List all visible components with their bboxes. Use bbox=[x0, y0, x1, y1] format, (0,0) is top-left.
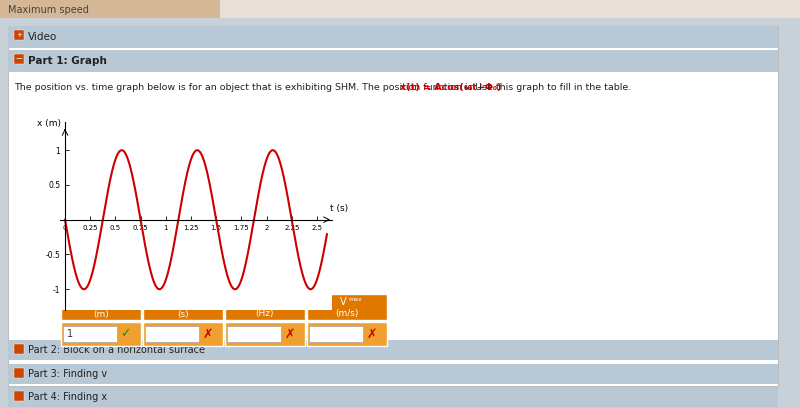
FancyBboxPatch shape bbox=[14, 344, 24, 354]
Text: (Hz): (Hz) bbox=[256, 309, 274, 318]
FancyBboxPatch shape bbox=[14, 391, 24, 401]
Text: t (s): t (s) bbox=[330, 204, 348, 213]
Text: . Use this graph to fill in the table.: . Use this graph to fill in the table. bbox=[469, 83, 631, 92]
Text: Part 4: Finding x: Part 4: Finding x bbox=[28, 392, 107, 402]
Text: (m): (m) bbox=[93, 310, 109, 319]
FancyBboxPatch shape bbox=[8, 26, 778, 386]
FancyBboxPatch shape bbox=[61, 294, 141, 320]
FancyBboxPatch shape bbox=[8, 340, 778, 360]
Text: Part 1: Graph: Part 1: Graph bbox=[28, 56, 107, 66]
Text: V: V bbox=[340, 297, 346, 307]
FancyBboxPatch shape bbox=[0, 18, 800, 408]
Text: x (m): x (m) bbox=[37, 119, 61, 128]
Text: +: + bbox=[16, 32, 22, 38]
Text: Part 3: Finding v: Part 3: Finding v bbox=[28, 369, 107, 379]
Text: Part 2: Block on a horizontal surface: Part 2: Block on a horizontal surface bbox=[28, 345, 205, 355]
FancyBboxPatch shape bbox=[8, 26, 778, 48]
FancyBboxPatch shape bbox=[307, 294, 387, 320]
Text: T: T bbox=[180, 301, 186, 310]
FancyBboxPatch shape bbox=[146, 326, 198, 342]
FancyBboxPatch shape bbox=[8, 50, 778, 72]
FancyBboxPatch shape bbox=[14, 368, 24, 378]
Text: 1: 1 bbox=[67, 329, 74, 339]
FancyBboxPatch shape bbox=[8, 387, 778, 407]
FancyBboxPatch shape bbox=[307, 322, 387, 346]
FancyBboxPatch shape bbox=[63, 326, 117, 342]
Text: ✗: ✗ bbox=[366, 328, 377, 341]
Text: max: max bbox=[348, 297, 362, 302]
FancyBboxPatch shape bbox=[14, 54, 24, 64]
Text: (s): (s) bbox=[177, 310, 189, 319]
Text: ✗: ✗ bbox=[285, 328, 295, 341]
Text: x(t) = Acos(ωt+Φ₀): x(t) = Acos(ωt+Φ₀) bbox=[400, 83, 502, 92]
Text: A: A bbox=[98, 301, 104, 310]
Text: Video: Video bbox=[28, 32, 58, 42]
FancyBboxPatch shape bbox=[143, 294, 223, 320]
FancyBboxPatch shape bbox=[143, 322, 223, 346]
Text: ✗: ✗ bbox=[202, 328, 213, 341]
Text: The position vs. time graph below is for an object that is exhibiting SHM. The p: The position vs. time graph below is for… bbox=[14, 83, 479, 92]
Text: ✓: ✓ bbox=[121, 328, 131, 341]
Text: Maximum speed: Maximum speed bbox=[8, 5, 89, 15]
FancyBboxPatch shape bbox=[225, 322, 305, 346]
FancyBboxPatch shape bbox=[310, 326, 362, 342]
FancyBboxPatch shape bbox=[61, 322, 141, 346]
FancyBboxPatch shape bbox=[220, 0, 800, 18]
FancyBboxPatch shape bbox=[0, 0, 220, 18]
FancyBboxPatch shape bbox=[14, 30, 24, 40]
FancyBboxPatch shape bbox=[225, 294, 305, 320]
FancyBboxPatch shape bbox=[227, 326, 281, 342]
Text: (m/s): (m/s) bbox=[335, 309, 358, 318]
Text: −: − bbox=[15, 55, 22, 64]
Text: f: f bbox=[263, 298, 266, 308]
FancyBboxPatch shape bbox=[8, 364, 778, 384]
